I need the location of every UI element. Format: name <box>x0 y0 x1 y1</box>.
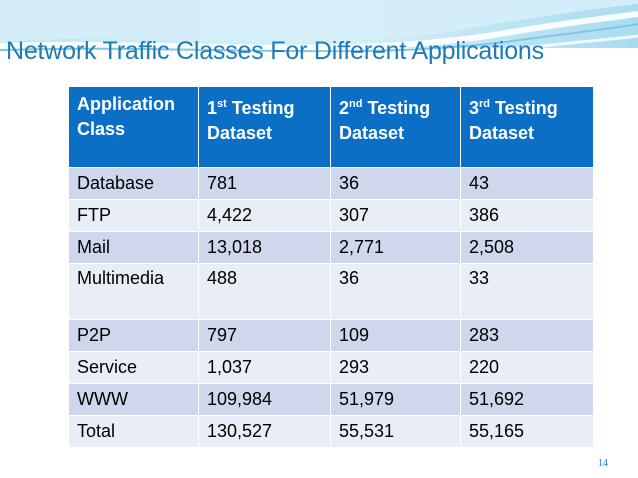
cell-third-dataset: 220 <box>460 351 594 384</box>
cell-third-dataset: 55,165 <box>460 415 594 448</box>
header-word: Testing <box>362 98 431 118</box>
table-row: Total 130,527 55,531 55,165 <box>68 415 594 448</box>
header-line2: Dataset <box>207 123 273 143</box>
table-row: Database 781 36 43 <box>68 167 594 200</box>
cell-second-dataset: 51,979 <box>330 383 461 416</box>
cell-third-dataset: 43 <box>460 167 594 200</box>
header-ordinal: 2 <box>339 98 350 118</box>
cell-third-dataset: 51,692 <box>460 383 594 416</box>
slide-title: Network Traffic Classes For Different Ap… <box>6 37 544 65</box>
cell-first-dataset: 13,018 <box>198 231 331 264</box>
cell-second-dataset: 109 <box>330 319 461 352</box>
header-line2: Dataset <box>339 123 405 143</box>
cell-first-dataset: 130,527 <box>198 415 331 448</box>
cell-third-dataset: 386 <box>460 199 594 232</box>
cell-second-dataset: 36 <box>330 167 461 200</box>
cell-class: Multimedia <box>68 263 199 320</box>
header-ordinal: 1 <box>207 98 218 118</box>
cell-class: P2P <box>68 319 199 352</box>
cell-third-dataset: 283 <box>460 319 594 352</box>
header-third-testing-dataset: 3rd Testing Dataset <box>460 86 594 168</box>
cell-class: Service <box>68 351 199 384</box>
table-row: Multimedia 488 36 33 <box>68 263 594 320</box>
cell-second-dataset: 55,531 <box>330 415 461 448</box>
cell-first-dataset: 797 <box>198 319 331 352</box>
cell-class: Mail <box>68 231 199 264</box>
table-row: Mail 13,018 2,771 2,508 <box>68 231 594 264</box>
header-ordinal: 3 <box>469 98 480 118</box>
cell-first-dataset: 781 <box>198 167 331 200</box>
header-application-class: Application Class <box>68 86 199 168</box>
table-row: Service 1,037 293 220 <box>68 351 594 384</box>
cell-first-dataset: 488 <box>198 263 331 320</box>
cell-first-dataset: 4,422 <box>198 199 331 232</box>
cell-second-dataset: 293 <box>330 351 461 384</box>
cell-class: WWW <box>68 383 199 416</box>
table-header-row: Application Class 1st Testing Dataset 2n… <box>68 86 594 168</box>
cell-second-dataset: 307 <box>330 199 461 232</box>
cell-first-dataset: 1,037 <box>198 351 331 384</box>
header-ordinal-suffix: nd <box>349 98 363 110</box>
cell-second-dataset: 36 <box>330 263 461 320</box>
cell-class: Database <box>68 167 199 200</box>
cell-second-dataset: 2,771 <box>330 231 461 264</box>
table-row: WWW 109,984 51,979 51,692 <box>68 383 594 416</box>
page-number: 14 <box>598 458 608 469</box>
traffic-classes-table: Application Class 1st Testing Dataset 2n… <box>68 86 594 448</box>
decorative-wave-banner <box>0 0 638 60</box>
cell-first-dataset: 109,984 <box>198 383 331 416</box>
table-row: FTP 4,422 307 386 <box>68 199 594 232</box>
header-line2: Dataset <box>469 123 535 143</box>
header-ordinal-suffix: st <box>217 98 227 110</box>
header-ordinal-suffix: rd <box>479 98 491 110</box>
cell-third-dataset: 33 <box>460 263 594 320</box>
header-word: Testing <box>226 98 295 118</box>
cell-class: Total <box>68 415 199 448</box>
header-word: Testing <box>490 98 558 118</box>
cell-class: FTP <box>68 199 199 232</box>
header-line1: Application <box>77 94 175 114</box>
header-second-testing-dataset: 2nd Testing Dataset <box>330 86 461 168</box>
header-first-testing-dataset: 1st Testing Dataset <box>198 86 331 168</box>
table-row: P2P 797 109 283 <box>68 319 594 352</box>
cell-third-dataset: 2,508 <box>460 231 594 264</box>
header-line2: Class <box>77 119 126 139</box>
